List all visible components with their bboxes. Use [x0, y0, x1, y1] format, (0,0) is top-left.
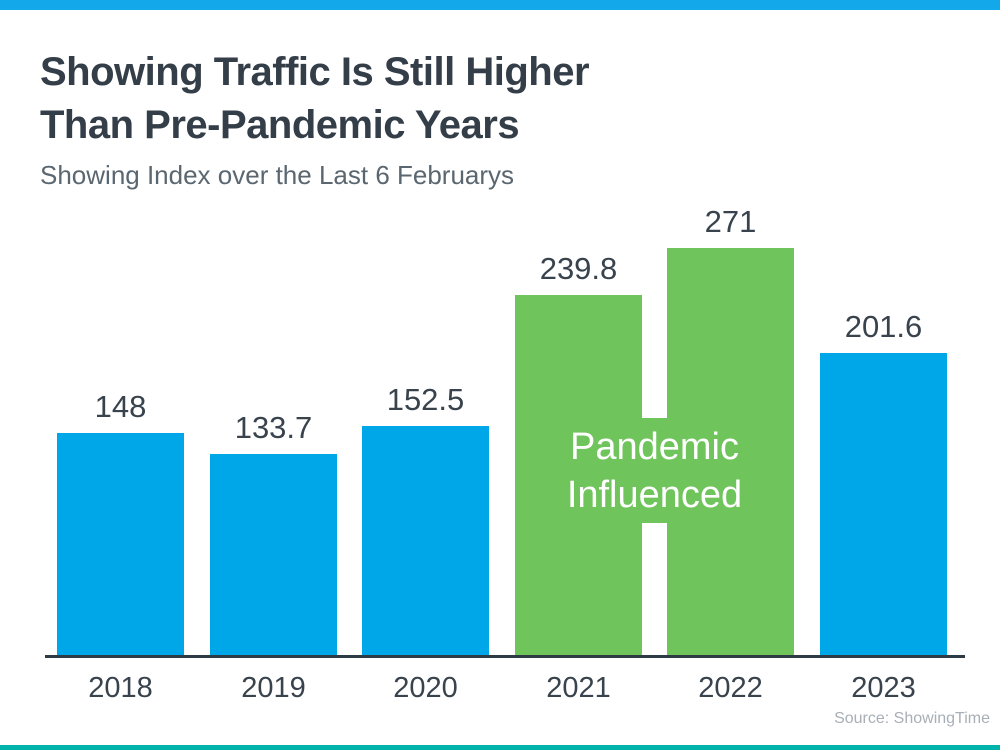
bar-2023	[820, 353, 947, 655]
chart-title: Showing Traffic Is Still Higher Than Pre…	[40, 46, 590, 152]
chart-subtitle: Showing Index over the Last 6 Februarys	[40, 160, 515, 190]
bar-value-label: 201.6	[844, 309, 923, 344]
bar-value-label: 271	[704, 204, 757, 239]
bar-2018	[57, 433, 184, 655]
x-tick-label: 2020	[393, 672, 458, 704]
x-tick-label: 2023	[851, 672, 916, 704]
bar-value-label: 148	[94, 389, 147, 424]
x-tick-label: 2021	[546, 672, 611, 704]
bar-2019	[210, 454, 337, 655]
x-axis-line	[45, 655, 965, 658]
bar-value-label: 152.5	[386, 382, 465, 417]
bottom-accent-bar	[0, 745, 1000, 750]
top-accent-bar	[0, 0, 1000, 10]
x-tick-label: 2019	[241, 672, 306, 704]
source-attribution: Source: ShowingTime	[834, 710, 990, 727]
bar-2020	[362, 426, 489, 655]
x-tick-label: 2022	[698, 672, 763, 704]
annotation-line2: Influenced	[566, 473, 743, 516]
chart-title-line2: Than Pre-Pandemic Years	[40, 103, 520, 147]
bar-value-label: 133.7	[234, 410, 313, 445]
x-tick-label: 2018	[88, 672, 153, 704]
bar-value-label: 239.8	[539, 251, 618, 286]
annotation-line1: Pandemic	[570, 425, 739, 468]
pandemic-influenced-annotation: Pandemic Influenced	[515, 418, 794, 523]
chart-title-line1: Showing Traffic Is Still Higher	[40, 50, 590, 94]
